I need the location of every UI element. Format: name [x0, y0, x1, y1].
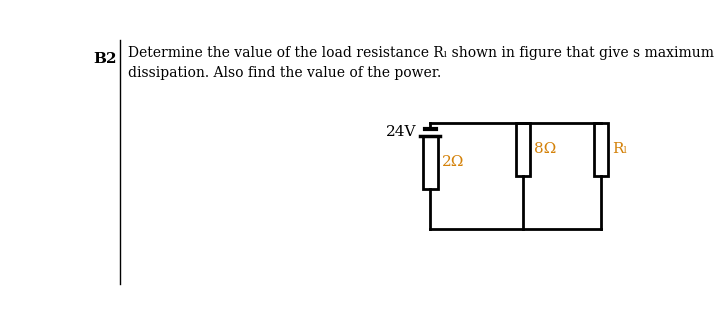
Bar	[423, 136, 438, 189]
Text: 8Ω: 8Ω	[534, 143, 556, 156]
Bar	[594, 123, 608, 176]
Text: dissipation. Also find the value of the power.: dissipation. Also find the value of the …	[128, 66, 441, 80]
Text: 2Ω: 2Ω	[442, 155, 464, 169]
Text: B2: B2	[93, 52, 117, 66]
Text: Determine the value of the load resistance Rₗ shown in figure that give s maximu: Determine the value of the load resistan…	[128, 46, 715, 60]
Text: Rₗ: Rₗ	[612, 143, 627, 156]
Text: 24V: 24V	[386, 126, 416, 139]
Bar	[516, 123, 531, 176]
